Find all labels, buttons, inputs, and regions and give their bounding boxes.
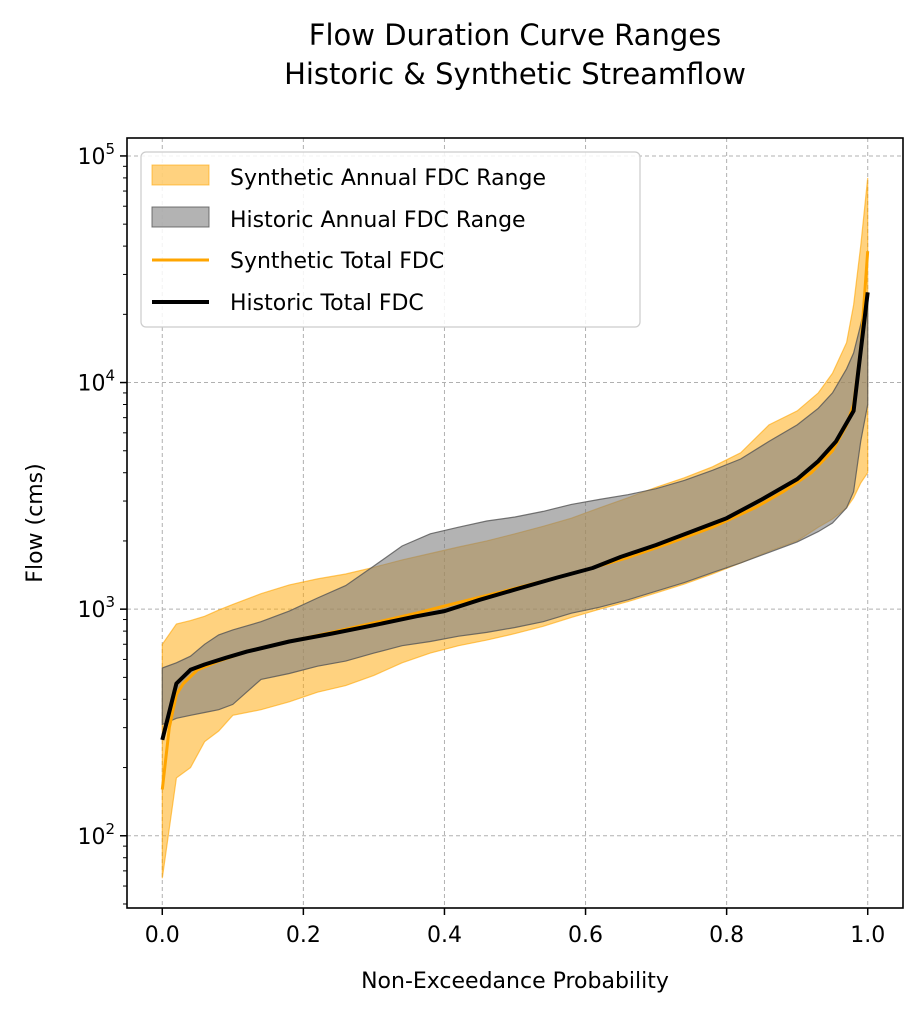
- x-tick-label: 0.4: [427, 923, 462, 948]
- x-tick-label: 0.8: [709, 923, 744, 948]
- axis-ticks: 0.0 0.2 0.4 0.6 0.8 1.0 102 103 104 105: [77, 140, 885, 948]
- legend-label-historic-total: Historic Total FDC: [230, 291, 424, 316]
- y-tick-label: 103: [77, 593, 115, 623]
- x-axis-label: Non-Exceedance Probability: [361, 969, 669, 994]
- chart-subtitle: Historic & Synthetic Streamflow: [284, 57, 746, 91]
- legend-label-synthetic-total: Synthetic Total FDC: [230, 249, 444, 274]
- legend: Synthetic Annual FDC Range Historic Annu…: [140, 151, 641, 328]
- plot-frame: [126, 137, 904, 909]
- legend-swatch-historic-range: [151, 206, 210, 228]
- y-tick-label: 102: [77, 820, 115, 850]
- y-tick-label: 104: [77, 367, 115, 397]
- chart-title: Flow Duration Curve Ranges: [309, 18, 721, 52]
- legend-swatch-synthetic-range: [151, 164, 210, 186]
- historic-range-band: [161, 292, 869, 726]
- y-axis-label: Flow (cms): [23, 463, 48, 582]
- x-tick-label: 0.6: [568, 923, 603, 948]
- legend-label-synthetic-range: Synthetic Annual FDC Range: [230, 166, 546, 191]
- x-tick-label: 0.0: [145, 923, 180, 948]
- legend-box: [140, 151, 641, 328]
- plot-data: [160, 177, 870, 879]
- y-tick-label: 105: [77, 140, 115, 170]
- x-tick-label: 1.0: [850, 923, 885, 948]
- historic-total-line: [160, 292, 870, 741]
- x-tick-label: 0.2: [286, 923, 321, 948]
- legend-label-historic-range: Historic Annual FDC Range: [230, 208, 526, 233]
